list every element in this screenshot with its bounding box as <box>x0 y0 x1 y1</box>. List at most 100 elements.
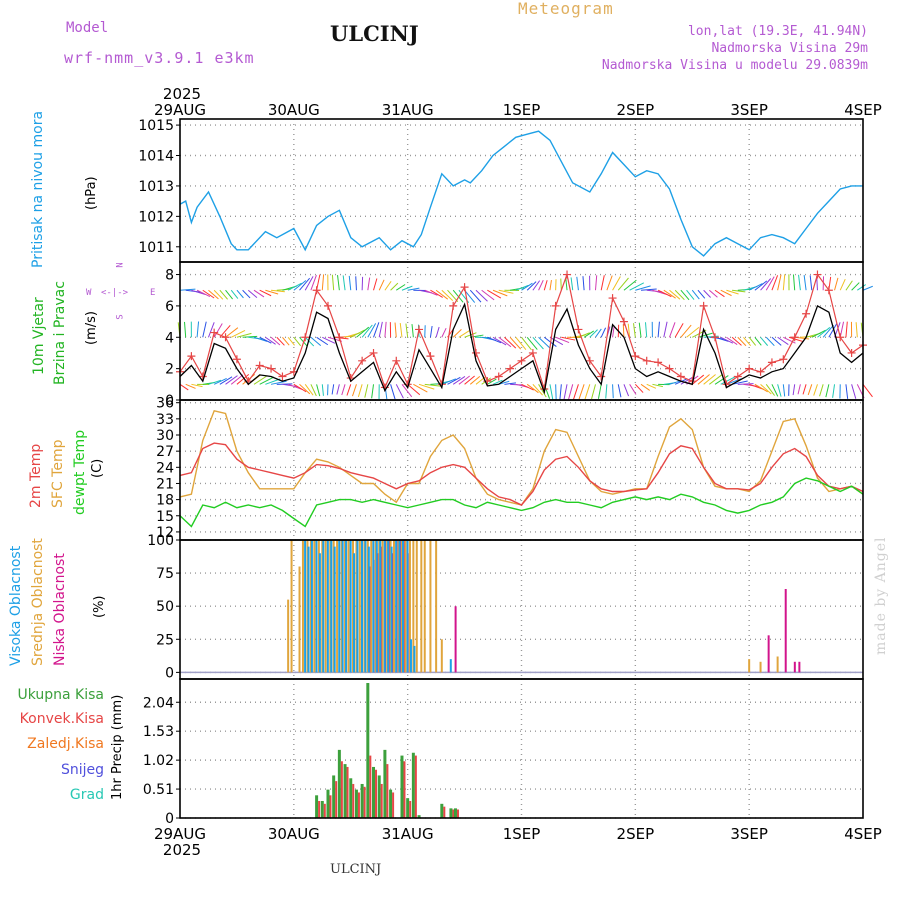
wind-direction-arrow <box>839 278 846 291</box>
x-tick-label-top: 31AUG <box>382 101 434 119</box>
wind-direction-arrow <box>792 384 796 396</box>
wind-direction-arrow <box>384 281 392 291</box>
wind-gust-marker <box>767 358 776 367</box>
wind-direction-arrow <box>452 329 462 338</box>
y-tick-label: 1014 <box>138 149 174 165</box>
wind-direction-arrow <box>469 289 482 303</box>
wind-direction-arrow <box>714 375 729 385</box>
wind-direction-arrow <box>720 289 732 297</box>
wind-direction-arrow <box>310 384 317 397</box>
wind-gust-marker <box>699 301 708 310</box>
wind-direction-arrow <box>570 277 574 291</box>
y-tick-label: 1.02 <box>143 753 174 769</box>
wind-direction-arrow <box>509 336 522 350</box>
wind-gust-marker <box>836 333 845 342</box>
wind-direction-arrow <box>663 321 668 338</box>
wind-direction-arrow <box>543 280 548 291</box>
wind-direction-arrow <box>777 336 789 345</box>
wind-gust-marker <box>585 356 594 365</box>
wind-direction-arrow <box>743 336 752 347</box>
wind-direction-arrow <box>492 289 508 297</box>
y-tick-label: 0 <box>165 811 174 827</box>
wind-direction-arrow <box>726 336 738 345</box>
wind-direction-arrow <box>633 323 636 338</box>
wind-direction-arrow <box>720 376 736 385</box>
altitude-info: Nadmorska Visina 29m <box>711 41 868 56</box>
wind-direction-arrow <box>265 289 279 295</box>
wind-direction-arrow <box>623 384 630 397</box>
wind-gust-marker <box>392 356 401 365</box>
wind-direction-arrow <box>737 336 747 347</box>
wind-direction-arrow <box>357 384 363 397</box>
compass-arrows-icon: <-|-> <box>101 288 129 298</box>
wind-direction-arrow <box>857 284 867 291</box>
wind-direction-arrow <box>549 384 554 400</box>
wind-direction-arrow <box>504 336 517 349</box>
wind-direction-arrow <box>259 289 272 297</box>
wind-direction-arrow <box>179 383 189 391</box>
wind-direction-arrow <box>407 287 420 291</box>
wind-direction-arrow <box>703 374 716 385</box>
wind-direction-arrow <box>213 289 224 300</box>
wind-direction-arrow <box>798 274 801 291</box>
x-tick-label-top: 29AUG <box>154 101 206 119</box>
wind-direction-arrow <box>441 378 456 385</box>
wind-direction-arrow <box>538 336 551 349</box>
wind-gust-marker <box>608 294 617 303</box>
wind-direction-arrow <box>487 336 502 344</box>
wind-speed-line <box>179 302 864 395</box>
wind-direction-arrow <box>600 275 605 291</box>
wind-gust-marker <box>824 286 833 295</box>
wind-direction-arrow <box>225 375 238 385</box>
wind-direction-arrow <box>538 384 547 398</box>
wind-direction-arrow <box>346 384 352 396</box>
wind-direction-arrow <box>760 336 769 346</box>
dewpt-line <box>179 477 864 528</box>
wind-direction-arrow <box>680 376 693 385</box>
y-tick-label: 36 <box>156 396 174 412</box>
wind-gust-marker <box>619 317 628 326</box>
wind-direction-arrow <box>452 376 466 385</box>
wind-direction-arrow <box>731 336 742 346</box>
wind-direction-arrow <box>413 383 428 393</box>
wind-direction-arrow <box>674 289 685 301</box>
wind-direction-arrow <box>714 289 725 298</box>
wind-direction-arrow <box>782 274 786 291</box>
wind-direction-arrow <box>771 384 779 397</box>
wind-direction-arrow <box>573 384 579 400</box>
wind-direction-arrow <box>236 289 244 299</box>
wind-direction-arrow <box>737 383 754 385</box>
total-precip-label: Ukupna Kisa <box>17 687 104 703</box>
y-tick-label: 27 <box>156 444 174 460</box>
wind-direction-arrow <box>644 322 648 338</box>
wind-direction-arrow <box>271 289 285 293</box>
wind-direction-arrow <box>316 336 329 346</box>
wind-direction-arrow <box>629 282 645 291</box>
wind-direction-arrow <box>825 384 830 398</box>
wind-direction-arrow <box>549 336 564 346</box>
y-tick-label: 1.53 <box>143 724 174 740</box>
wind-direction-arrow <box>691 374 705 385</box>
wind-direction-arrow <box>219 289 228 300</box>
wind-direction-arrow <box>595 328 602 338</box>
wind-direction-arrow <box>405 323 409 338</box>
wind-gust-marker <box>790 333 799 342</box>
wind-direction-arrow <box>316 384 321 397</box>
wind-direction-arrow <box>748 283 763 291</box>
page-title: ULCINJ <box>330 21 419 46</box>
wind-direction-arrow <box>809 275 813 291</box>
wind-direction-arrow <box>777 274 782 291</box>
wind-direction-arrow <box>765 384 775 396</box>
wind-direction-arrow <box>208 289 219 300</box>
wind-direction-arrow <box>304 384 314 396</box>
wind-direction-arrow <box>322 336 336 344</box>
wind-direction-arrow <box>179 288 196 291</box>
wind-direction-arrow <box>578 332 590 338</box>
wind-direction-arrow <box>521 336 532 351</box>
wind-direction-arrow <box>754 336 762 346</box>
wind-direction-arrow <box>424 289 438 296</box>
wind-direction-arrow <box>390 282 399 291</box>
wind-gust-marker <box>312 286 321 295</box>
wind-gust-marker <box>517 356 526 365</box>
